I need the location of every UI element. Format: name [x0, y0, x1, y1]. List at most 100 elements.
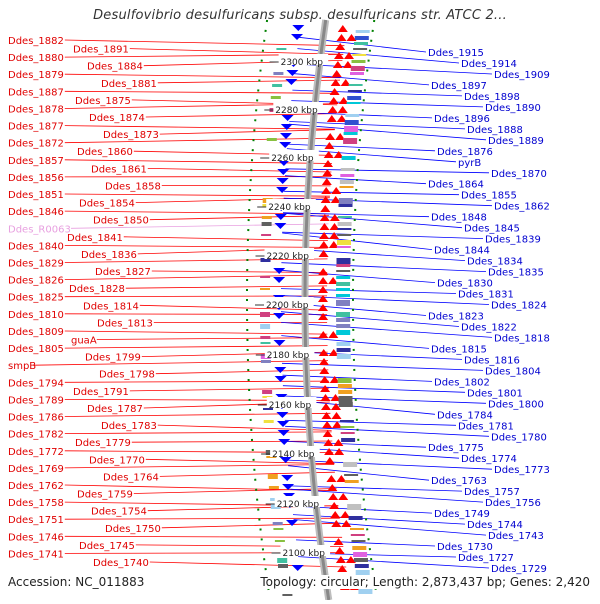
annotation-block: [336, 318, 350, 322]
gene-label-right: Ddes_1784: [437, 410, 493, 421]
gene-label-right: pyrB: [458, 158, 481, 169]
forward-gene-arrow: [325, 457, 335, 464]
gene-label-left: Ddes_1786: [8, 413, 64, 424]
annotation-block: [338, 378, 352, 383]
gene-label-right: Ddes_1763: [431, 476, 487, 487]
gene-label-left: Ddes_1840: [8, 241, 64, 252]
annotation-block: [262, 216, 272, 219]
forward-gene-arrow: [320, 205, 330, 212]
gene-label-right: Ddes_1743: [488, 531, 544, 542]
annotation-block: [353, 552, 367, 557]
reverse-gene-arrow: [292, 565, 304, 571]
reverse-gene-arrow: [280, 133, 292, 139]
genome-summary: Topology: circular; Length: 2,873,437 bp…: [256, 575, 590, 589]
forward-gene-arrow: [318, 304, 328, 311]
forward-gene-arrow: [337, 565, 347, 572]
gene-label-right: Ddes_1815: [431, 344, 487, 355]
annotation-block: [343, 138, 357, 144]
forward-gene-arrow: [332, 412, 342, 419]
annotation-block: [349, 84, 363, 86]
annotation-block: [341, 168, 355, 171]
gene-label-right: Ddes_1864: [428, 180, 484, 191]
leader-line-left: [124, 237, 328, 241]
annotation-block: [276, 48, 286, 50]
kbp-tick-label: 2220 kbp: [267, 252, 310, 262]
gene-label-right: Ddes_1889: [488, 136, 544, 147]
reverse-gene-arrow: [278, 439, 290, 445]
kbp-tick-label: 2140 kbp: [272, 450, 315, 460]
gene-label-left: Ddes_1829: [8, 259, 64, 270]
kbp-tick-label: 2100 kbp: [283, 549, 326, 559]
reverse-gene-arrow: [277, 178, 289, 184]
annotation-block: [261, 234, 271, 236]
gene-label-right: Ddes_1870: [491, 169, 547, 180]
annotation-block: [260, 288, 270, 290]
annotation-block: [336, 300, 350, 306]
gene-label-left: Ddes_1754: [91, 507, 147, 518]
annotation-block: [260, 312, 270, 317]
reverse-gene-arrow: [277, 169, 289, 175]
forward-gene-arrow: [318, 277, 328, 284]
gene-label-right: Ddes_1831: [458, 290, 514, 301]
annotation-block: [337, 354, 351, 359]
annotation-block: [356, 30, 370, 33]
annotation-block: [354, 42, 368, 45]
annotation-block: [350, 72, 364, 75]
forward-gene-arrow: [319, 241, 329, 248]
annotation-block: [336, 282, 350, 286]
annotation-block: [262, 390, 272, 394]
gene-label-left: Ddes_1741: [8, 549, 64, 560]
forward-gene-arrow: [321, 187, 331, 194]
annotation-block: [347, 102, 361, 104]
forward-gene-arrow: [319, 358, 329, 365]
gene-label-left: Ddes_1798: [99, 370, 155, 381]
kbp-tick-label: 2200 kbp: [266, 301, 309, 311]
gene-label-left: Ddes_1875: [75, 96, 131, 107]
reverse-gene-arrow: [274, 223, 286, 229]
gene-label-right: Ddes_1729: [491, 564, 547, 575]
gene-label-left: Ddes_1745: [79, 541, 135, 552]
annotation-block: [344, 126, 358, 132]
gene-label-left: Ddes_1789: [8, 395, 64, 406]
annotation-block: [267, 138, 277, 141]
leader-line-left: [65, 245, 328, 247]
annotation-block: [282, 594, 292, 596]
annotation-block: [351, 66, 365, 71]
annotation-block: [262, 222, 272, 226]
reverse-gene-arrow: [281, 475, 293, 481]
annotation-block: [261, 342, 271, 344]
gene-label-left: Ddes_1799: [85, 353, 141, 364]
leader-line-right: [282, 232, 483, 238]
reverse-gene-arrow: [274, 367, 286, 373]
leader-line-left: [65, 126, 335, 130]
forward-gene-arrow: [330, 511, 340, 518]
gene-label-left: Ddes_1827: [95, 267, 151, 278]
forward-gene-arrow: [322, 178, 332, 185]
forward-gene-arrow: [324, 448, 334, 455]
annotation-block: [345, 480, 359, 483]
annotation-block: [342, 156, 356, 160]
kbp-tick-label: 2120 kbp: [277, 500, 320, 510]
annotation-block: [344, 474, 358, 476]
gene-label-left: Ddes_1779: [75, 438, 131, 449]
gene-label-right: Ddes_1915: [428, 48, 484, 59]
annotation-block: [347, 96, 361, 100]
gene-label-left: Ddes_1861: [91, 164, 147, 175]
gene-label-left: Ddes_1879: [8, 70, 64, 81]
kbp-tick-label: 2160 kbp: [269, 401, 312, 411]
gene-label-left: Ddes_1751: [8, 515, 64, 526]
gene-label-left: Ddes_1851: [8, 190, 64, 201]
annotation-block: [348, 90, 362, 92]
annotation-block: [336, 324, 350, 328]
annotation-block: [349, 516, 363, 520]
gene-label-left: Ddes_1810: [8, 310, 64, 321]
leader-line-right: [281, 263, 486, 272]
annotation-block: [269, 486, 279, 489]
gene-label-right: Ddes_1804: [485, 366, 541, 377]
gene-label-left: Ddes_1882: [8, 36, 64, 47]
gene-label-right: Ddes_1876: [437, 147, 493, 158]
annotation-block: [338, 384, 352, 388]
annotation-block: [343, 462, 357, 467]
gene-label-left: Ddes_1772: [8, 447, 64, 458]
reverse-gene-arrow: [276, 187, 288, 193]
